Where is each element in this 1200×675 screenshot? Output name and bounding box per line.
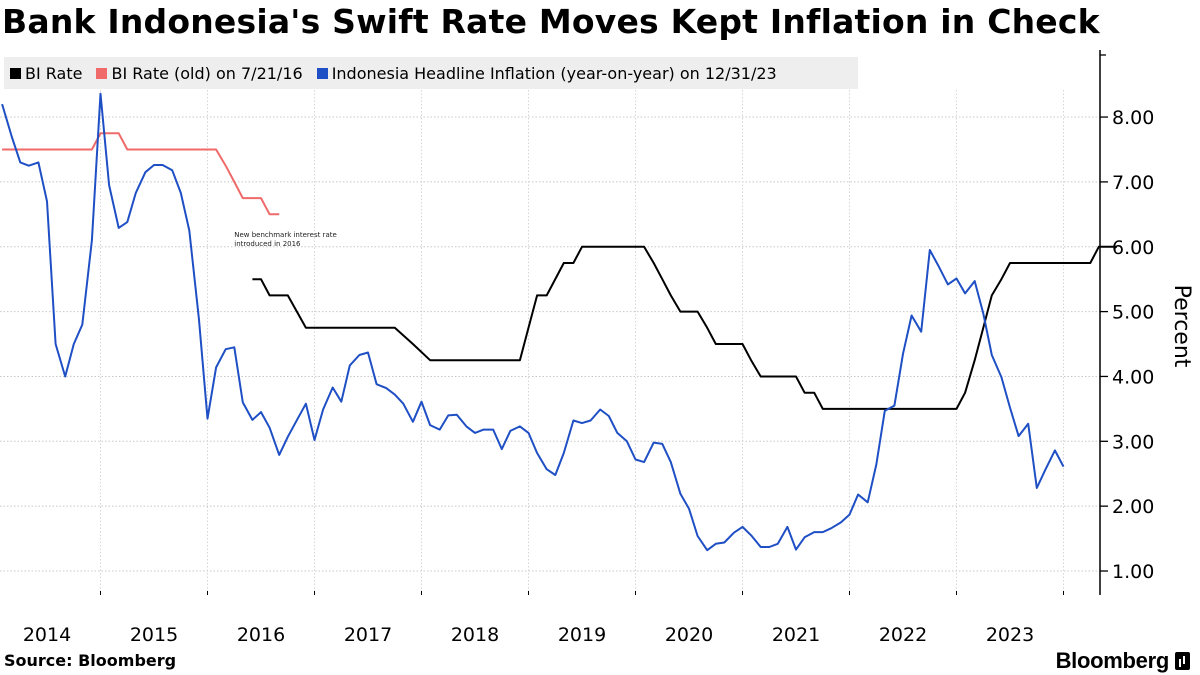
x-axis-labels: 2014 2015 2016 2017 2018 2019 2020 2021 2022 2023 xyxy=(23,624,1034,646)
legend-label: Indonesia Headline Inflation (year-on-ye… xyxy=(331,63,777,83)
legend: BI Rate BI Rate (old) on 7/21/16 Indonesia… xyxy=(4,57,858,89)
y-tick-label: 2.00 xyxy=(1112,496,1154,518)
x-tick-label: 2016 xyxy=(237,624,285,646)
legend-label: BI Rate (old) on 7/21/16 xyxy=(111,63,303,83)
x-tick-label: 2021 xyxy=(772,624,820,646)
bloomberg-logo: Bloomberg xyxy=(1056,648,1190,674)
y-tick-label: 1.00 xyxy=(1112,561,1154,583)
x-tick-label: 2019 xyxy=(558,624,606,646)
series-lines xyxy=(1,92,1117,552)
chart-title: Bank Indonesia's Swift Rate Moves Kept I… xyxy=(2,2,1100,41)
y-tick-label: 7.00 xyxy=(1112,172,1154,194)
x-tick-label: 2015 xyxy=(130,624,178,646)
legend-swatch xyxy=(316,67,328,79)
gridlines xyxy=(0,90,1100,595)
y-tick-label: 5.00 xyxy=(1112,302,1154,324)
x-tick-label: 2022 xyxy=(879,624,927,646)
legend-label: BI Rate xyxy=(25,63,83,83)
x-axis-ticks xyxy=(100,591,1064,595)
y-tick-label: 4.00 xyxy=(1112,366,1154,388)
legend-item: BI Rate (old) on 7/21/16 xyxy=(96,63,303,83)
y-axis-title: Percent xyxy=(1169,285,1194,368)
annotation-text: New benchmark interest rate xyxy=(234,231,337,239)
annotation-text: introduced in 2016 xyxy=(234,240,301,248)
bi-rate-old-line xyxy=(2,132,280,216)
x-tick-label: 2014 xyxy=(23,624,71,646)
bi-rate-line xyxy=(252,245,1117,410)
legend-swatch xyxy=(96,67,108,79)
y-tick-label: 3.00 xyxy=(1112,431,1154,453)
y-tick-label: 8.00 xyxy=(1112,107,1154,129)
x-tick-label: 2018 xyxy=(451,624,499,646)
x-tick-label: 2017 xyxy=(344,624,392,646)
bloomberg-terminal-icon xyxy=(1175,652,1190,670)
legend-swatch xyxy=(10,67,21,79)
y-tick-label: 6.00 xyxy=(1112,237,1154,259)
legend-item: Indonesia Headline Inflation (year-on-ye… xyxy=(316,63,777,83)
brand-name: Bloomberg xyxy=(1055,648,1170,673)
legend-item: BI Rate xyxy=(10,64,82,83)
x-tick-label: 2020 xyxy=(665,624,713,646)
source-note: Source: Bloomberg xyxy=(4,651,177,670)
x-tick-label: 2023 xyxy=(986,624,1034,646)
y-axis-ticks: 1.00 2.00 3.00 4.00 5.00 6.00 7.00 8.00 xyxy=(1100,54,1154,583)
inflation-line xyxy=(1,92,1065,552)
